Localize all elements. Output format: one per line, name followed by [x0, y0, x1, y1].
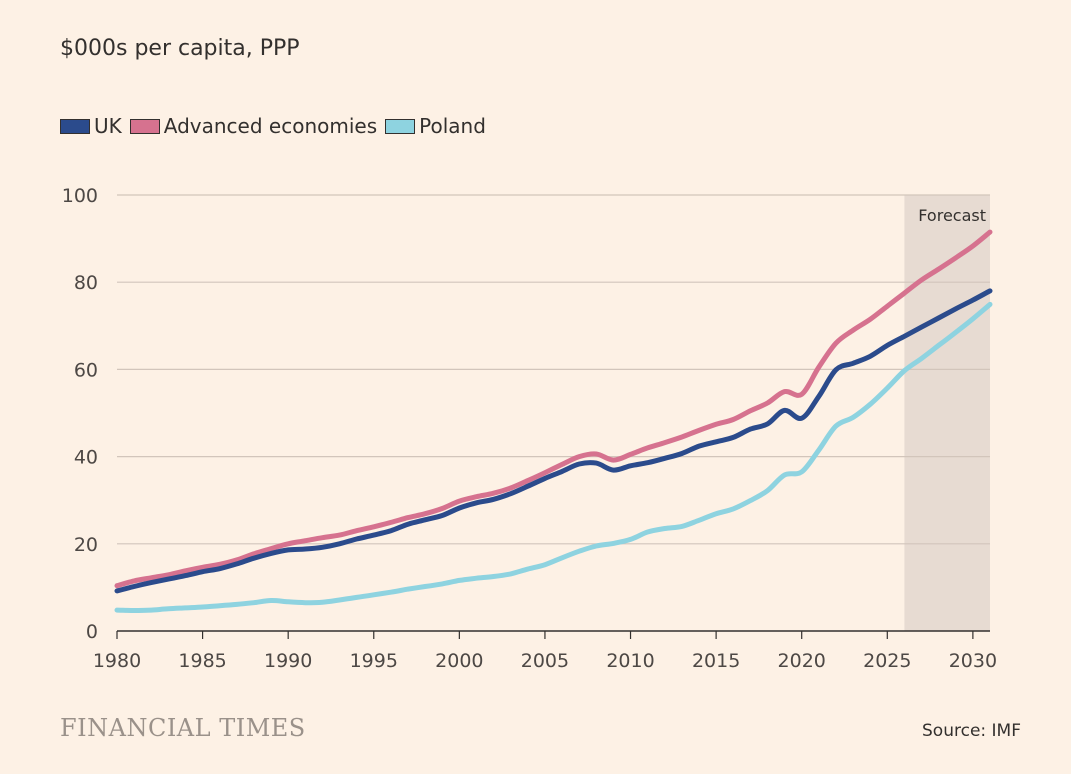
y-tick-label-20: 20 [74, 534, 98, 556]
chart-subtitle: $000s per capita, PPP [60, 36, 300, 61]
source-note: Source: IMF [922, 721, 1021, 741]
y-tick-label-100: 100 [62, 185, 98, 207]
financial-times-logo: FINANCIAL TIMES [60, 714, 306, 742]
legend-item-poland: Poland [385, 114, 486, 138]
x-tick-label-2015: 2015 [692, 650, 740, 672]
legend-swatch-uk [60, 118, 90, 134]
x-tick-label-1985: 1985 [178, 650, 226, 672]
legend-swatch-advanced-economies [129, 118, 160, 134]
y-tick-label-40: 40 [74, 447, 98, 469]
forecast-label: Forecast [918, 206, 986, 225]
legend-label-poland: Poland [419, 114, 486, 138]
x-tick-label-1995: 1995 [350, 650, 398, 672]
legend-label-uk: UK [94, 114, 122, 138]
legend-label-advanced-economies: Advanced economies [163, 114, 378, 138]
x-tick-label-2005: 2005 [521, 650, 569, 672]
y-tick-label-0: 0 [86, 621, 98, 643]
y-tick-label-80: 80 [74, 272, 98, 294]
legend-swatch-poland [385, 118, 416, 134]
legend-item-uk: UK [60, 114, 122, 138]
x-tick-label-2000: 2000 [435, 650, 483, 672]
y-tick-label-60: 60 [74, 359, 98, 381]
legend-item-advanced-economies: Advanced economies [129, 114, 378, 138]
forecast-shading [904, 195, 990, 631]
x-tick-label-2010: 2010 [606, 650, 654, 672]
series-line-poland [114, 301, 993, 613]
x-tick-label-2025: 2025 [863, 650, 911, 672]
series-line-advanced-economies [114, 229, 993, 589]
series-line-uk [114, 288, 993, 594]
chart-legend: UK Advanced economies Poland [60, 114, 494, 138]
x-tick-label-1990: 1990 [264, 650, 312, 672]
x-tick-label-2020: 2020 [778, 650, 826, 672]
x-tick-label-2030: 2030 [949, 650, 997, 672]
x-tick-label-1980: 1980 [93, 650, 141, 672]
